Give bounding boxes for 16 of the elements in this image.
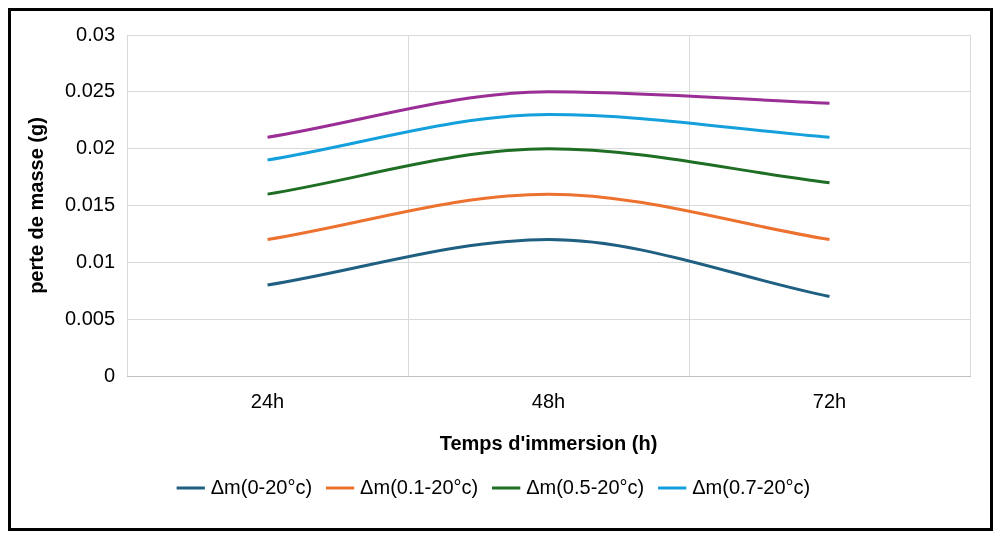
y-axis-title: perte de masse (g) (24, 117, 47, 294)
y-tick-label: 0.015 (64, 193, 116, 216)
y-tick-label: 0.02 (76, 136, 116, 159)
legend-label: Δm(0.7-20°c) (692, 475, 811, 498)
y-tick-label: 0.03 (76, 22, 116, 45)
x-tick-label: 72h (812, 389, 847, 412)
y-tick-label: 0.025 (64, 79, 116, 102)
legend-label: Δm(0.1-20°c) (360, 475, 479, 498)
y-tick-label: 0.005 (64, 306, 116, 329)
x-tick-label: 24h (250, 389, 285, 412)
y-tick-label: 0 (103, 363, 116, 386)
y-tick-label: 0.01 (76, 249, 116, 272)
legend-label: Δm(0.5-20°c) (526, 475, 645, 498)
x-tick-label: 48h (531, 389, 566, 412)
x-axis-title: Temps d'immersion (h) (439, 431, 658, 454)
legend-label: Δm(0-20°c) (210, 475, 313, 498)
